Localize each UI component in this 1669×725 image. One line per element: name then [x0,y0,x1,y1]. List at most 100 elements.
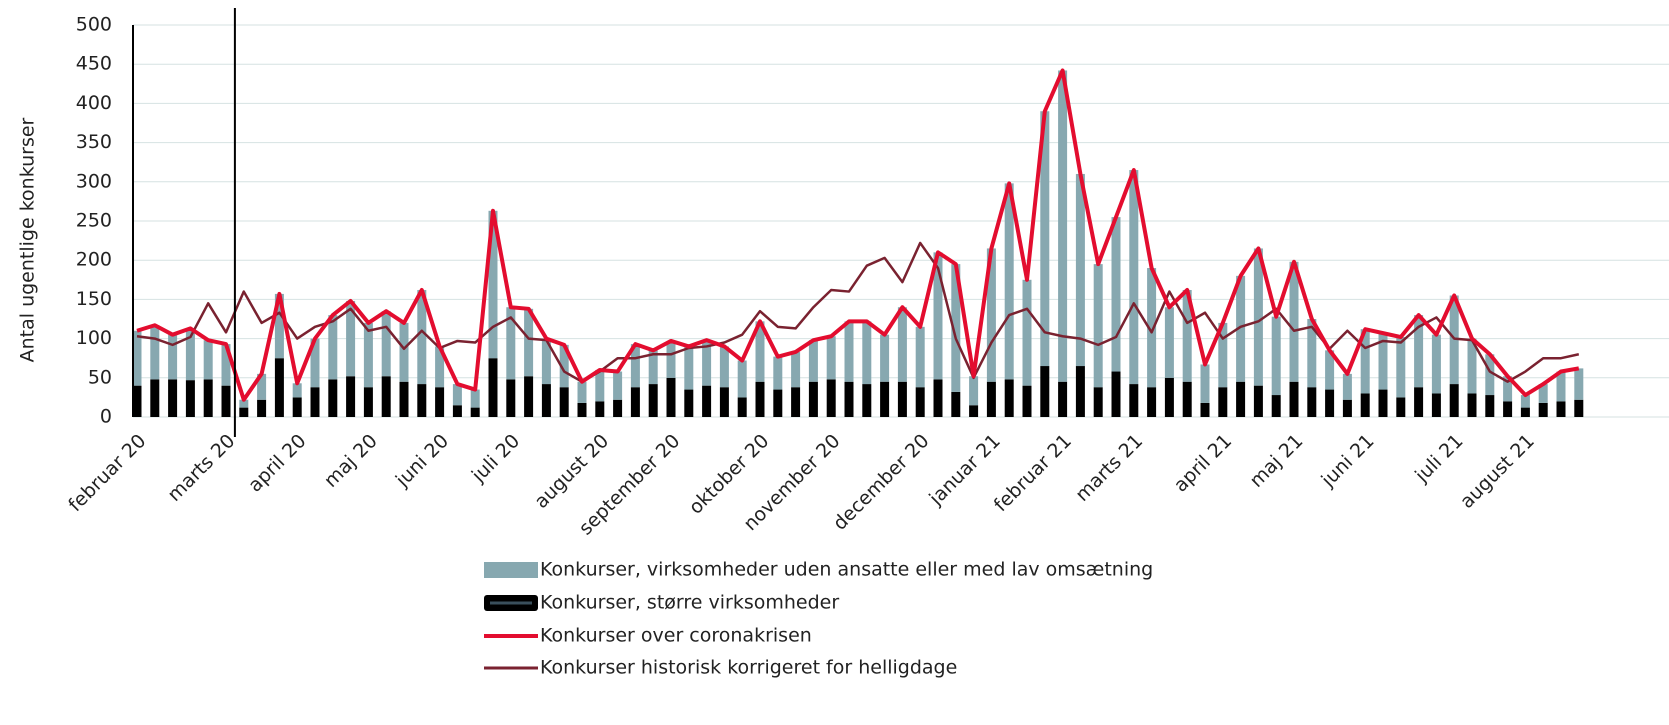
bar-large [363,387,373,417]
bar-small [221,344,231,386]
bar-small [168,334,178,380]
bar-large [737,397,747,417]
bar-large [702,385,712,417]
bar-large [381,376,391,417]
y-tick-label: 250 [76,210,112,232]
y-tick-label: 300 [76,170,112,192]
x-tick-label: maj 21 [1245,430,1307,492]
bar-small [1467,338,1477,394]
bar-large [541,384,551,417]
y-tick-label: 400 [76,92,112,114]
bar-large [666,377,676,417]
bar-small [363,322,373,388]
bar-large [1449,384,1459,417]
bar-small [559,344,569,388]
bar-small [132,330,142,386]
bar-small [1503,376,1513,402]
bar-large [559,387,569,417]
bar-small [826,336,836,380]
bar-small [399,322,409,382]
bar-small [1147,268,1157,388]
bar-large [1503,401,1513,417]
bar-large [1022,385,1032,417]
bar-small [1307,319,1317,388]
bar-small [630,344,640,388]
x-tick-label: marts 21 [1071,430,1147,506]
bar-small [1022,279,1032,386]
y-tick-label: 450 [76,53,112,75]
bar-large [1538,402,1548,417]
bar-large [292,397,302,417]
bar-small [257,373,267,400]
bar-large [239,407,249,417]
bar-small [1342,373,1352,400]
bar-small [1164,307,1174,378]
y-tick-label: 100 [76,327,112,349]
bar-small [791,351,801,388]
bar-large [648,384,658,417]
bar-large [791,387,801,417]
bar-small [1111,217,1121,372]
bar-small [969,376,979,406]
bar-small [577,381,587,403]
bar-small [452,384,462,406]
x-tick-label: august 21 [1456,430,1539,513]
bar-small [1414,315,1424,388]
bar-small [666,340,676,378]
line-series [136,241,1580,383]
bar-large [969,405,979,417]
bar-large [1271,395,1281,417]
bar-small [417,289,427,385]
bar-small [185,328,195,381]
bar-large [435,387,445,417]
bar-small [328,315,338,380]
y-tick-label: 0 [100,406,112,428]
bar-large [1058,381,1068,417]
bar-large [310,387,320,417]
bar-large [470,407,480,417]
bar-small [274,293,284,359]
bar-large [203,379,213,417]
bar-small [986,248,996,382]
bar-large [1147,387,1157,417]
x-tick-label: april 21 [1170,430,1237,497]
bar-small [488,210,498,359]
bar-small [862,321,872,385]
bar-large [1040,366,1050,417]
bar-large [1485,395,1495,417]
bar-large [1236,381,1246,417]
bar-small [1360,329,1370,394]
bar-small [1538,384,1548,403]
bar-large [1004,379,1014,417]
bar-small [1004,183,1014,380]
bar-large [595,401,605,417]
bar-large [1574,399,1584,417]
bar-small [203,340,213,380]
bar-large [274,358,284,417]
bar-large [1414,387,1424,417]
bar-large [826,379,836,417]
bar-large [1289,381,1299,417]
bar-large [168,379,178,417]
bar-small [613,371,623,400]
bar-small [1574,368,1584,400]
bar-small [470,389,480,408]
bar-large [897,381,907,417]
bar-small [1289,261,1299,382]
bar-large [755,381,765,417]
bar-large [257,399,267,417]
bar-large [719,387,729,417]
bar-small [880,334,890,382]
bar-large [506,379,516,417]
bar-small [346,300,356,377]
legend-label: Konkurser historisk korrigeret for helli… [540,657,957,679]
bar-small [1520,395,1530,408]
bar-large [773,389,783,417]
bar-large [1164,377,1174,417]
x-tick-label: juni 21 [1316,430,1378,492]
bar-small [1040,111,1050,367]
bar-large [1378,389,1388,417]
bar-large [1200,402,1210,417]
x-tick-label: december 20 [829,430,934,535]
bar-large [1218,387,1228,417]
